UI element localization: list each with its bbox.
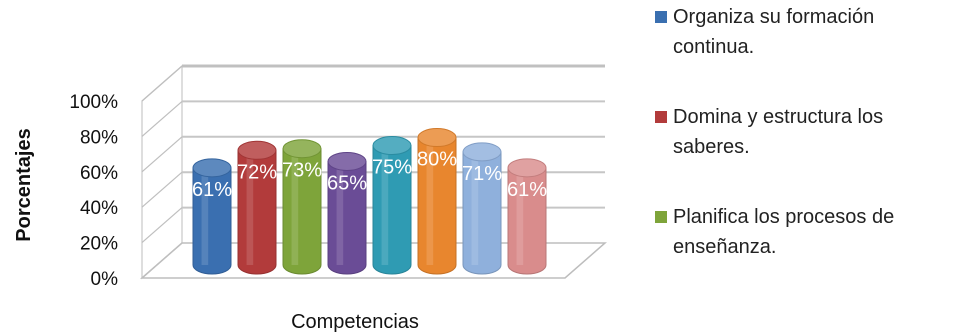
data-label: 61% <box>507 179 547 201</box>
y-axis-title: Porcentajes <box>13 128 35 241</box>
bar-cap <box>463 143 501 161</box>
bar-cap <box>418 129 456 147</box>
legend-label: Planifica los procesos de enseñanza. <box>673 206 894 258</box>
data-label: 65% <box>327 172 367 194</box>
y-axis-ticks: 0% 20% 40% 60% 80% 100% <box>69 92 118 290</box>
chart-side-wall <box>142 66 182 278</box>
chart-legend: Organiza su formación continua. Domina y… <box>655 2 955 302</box>
bar-cap <box>328 152 366 170</box>
data-label: 72% <box>237 161 277 183</box>
data-label: 75% <box>372 157 412 179</box>
legend-label: Organiza su formación continua. <box>673 6 874 58</box>
bar-cap <box>283 140 321 158</box>
y-tick-label: 100% <box>69 92 118 113</box>
y-tick-label: 40% <box>80 198 118 219</box>
bar-cap <box>508 159 546 177</box>
data-label: 71% <box>462 163 502 185</box>
bar-cap <box>238 141 276 159</box>
bar-cap <box>193 159 231 177</box>
y-tick-label: 60% <box>80 163 118 184</box>
y-tick-label: 20% <box>80 234 118 255</box>
bar-chart: 0%20%40%60%80%100% 61%72% 73%65%75% 80%71%… <box>0 0 650 335</box>
legend-swatch <box>655 111 667 123</box>
legend-item: Organiza su formación continua. <box>655 2 955 102</box>
bar-cap <box>373 137 411 155</box>
legend-label: Domina y estructura los saberes. <box>673 106 883 158</box>
x-axis-title: Competencias <box>291 311 419 333</box>
legend-item: Planifica los procesos de enseñanza. <box>655 202 955 302</box>
legend-swatch <box>655 211 667 223</box>
data-label: 73% <box>282 160 322 182</box>
data-label: 61% <box>192 179 232 201</box>
bar <box>328 152 366 274</box>
bar <box>193 159 231 274</box>
legend-item: Domina y estructura los saberes. <box>655 102 955 202</box>
legend-swatch <box>655 11 667 23</box>
bar <box>508 159 546 274</box>
data-label: 80% <box>417 149 457 171</box>
y-tick-label: 80% <box>80 127 118 148</box>
y-tick-label: 0% <box>91 269 119 290</box>
